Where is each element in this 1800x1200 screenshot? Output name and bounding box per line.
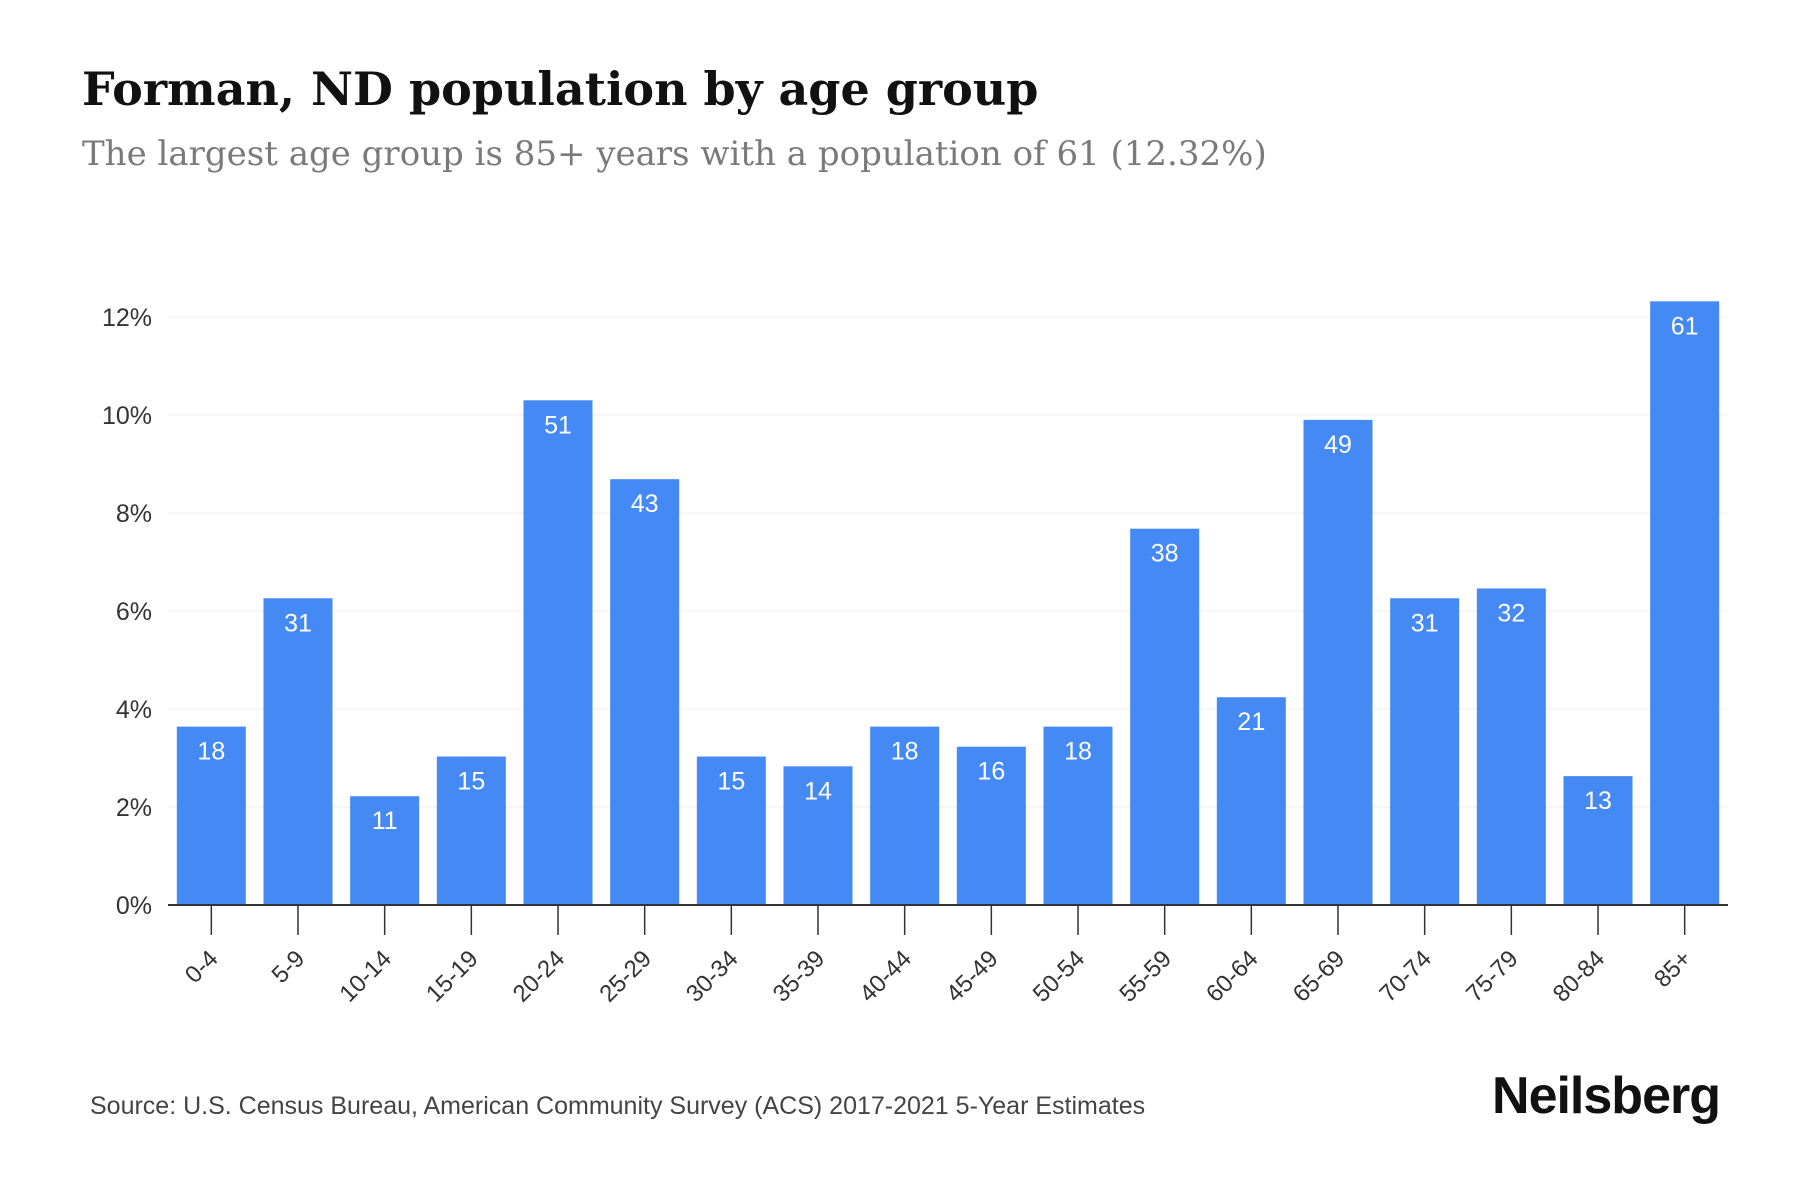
bar-value-label: 31 (284, 609, 312, 637)
bar-value-label: 14 (804, 777, 832, 805)
bar (1216, 697, 1286, 905)
bar (1130, 528, 1200, 905)
x-tick-label: 35-39 (768, 945, 831, 1008)
bar-value-label: 43 (631, 490, 659, 518)
x-tick-label: 75-79 (1461, 945, 1524, 1008)
chart-title: Forman, ND population by age group (82, 62, 1039, 116)
bar-value-label: 11 (372, 807, 398, 835)
bars (176, 301, 1720, 905)
bar-value-label: 16 (977, 758, 1005, 786)
bar (610, 479, 680, 905)
bar (956, 746, 1026, 905)
x-tick-label: 20-24 (508, 945, 571, 1008)
y-tick-label: 2% (116, 794, 152, 822)
bar-value-label: 18 (1064, 738, 1092, 766)
y-tick-label: 4% (116, 696, 152, 724)
bar-value-label: 51 (544, 411, 572, 439)
bar (870, 726, 940, 905)
bar (1043, 726, 1113, 905)
x-tick-label: 5-9 (267, 945, 311, 989)
bar (1563, 776, 1633, 905)
x-tick-label: 70-74 (1374, 945, 1437, 1008)
y-tick-label: 0% (116, 892, 152, 920)
x-tick-label: 15-19 (421, 945, 484, 1008)
x-axis (168, 904, 1728, 935)
bar (1303, 419, 1373, 905)
bar-value-label: 61 (1671, 312, 1699, 340)
x-tick-label: 80-84 (1548, 945, 1611, 1008)
bar (1650, 301, 1720, 905)
x-tick-label: 55-59 (1114, 945, 1177, 1008)
bar (176, 726, 246, 905)
y-tick-label: 6% (116, 598, 152, 626)
bar-value-label: 15 (457, 768, 485, 796)
bar-value-label: 32 (1497, 599, 1525, 627)
source-note: Source: U.S. Census Bureau, American Com… (90, 1092, 1146, 1120)
bar (523, 400, 593, 905)
x-tick-label: 40-44 (854, 945, 917, 1008)
y-tick-label: 8% (116, 500, 152, 528)
bar (1476, 588, 1546, 905)
bar (1390, 598, 1460, 905)
gridlines (168, 316, 1728, 808)
x-tick-label: 85+ (1649, 945, 1697, 993)
bar (263, 598, 333, 905)
bar (350, 796, 420, 905)
bar (436, 756, 506, 905)
bar-value-label: 21 (1237, 708, 1265, 736)
bar (696, 756, 766, 905)
bar-value-label: 18 (891, 738, 919, 766)
x-tick-label: 60-64 (1201, 945, 1264, 1008)
x-tick-label: 10-14 (334, 945, 397, 1008)
x-tick-label: 30-34 (681, 945, 744, 1008)
y-tick-label: 12% (102, 304, 152, 332)
x-tick-label: 65-69 (1288, 945, 1351, 1008)
chart-subtitle: The largest age group is 85+ years with … (82, 134, 1267, 174)
bar (783, 766, 853, 905)
x-tick-label: 50-54 (1028, 945, 1091, 1008)
bar-value-label: 18 (197, 738, 225, 766)
bar-value-label: 38 (1151, 540, 1179, 568)
bar-value-label: 13 (1584, 787, 1612, 815)
bar-value-label: 15 (717, 768, 745, 796)
bar-value-label: 49 (1324, 431, 1352, 459)
x-tick-label: 45-49 (941, 945, 1004, 1008)
x-tick-label: 0-4 (180, 945, 224, 989)
x-tick-label: 25-29 (594, 945, 657, 1008)
bar-value-label: 31 (1411, 609, 1439, 637)
brand-logo: Neilsberg (1492, 1067, 1721, 1125)
y-tick-label: 10% (102, 402, 152, 430)
